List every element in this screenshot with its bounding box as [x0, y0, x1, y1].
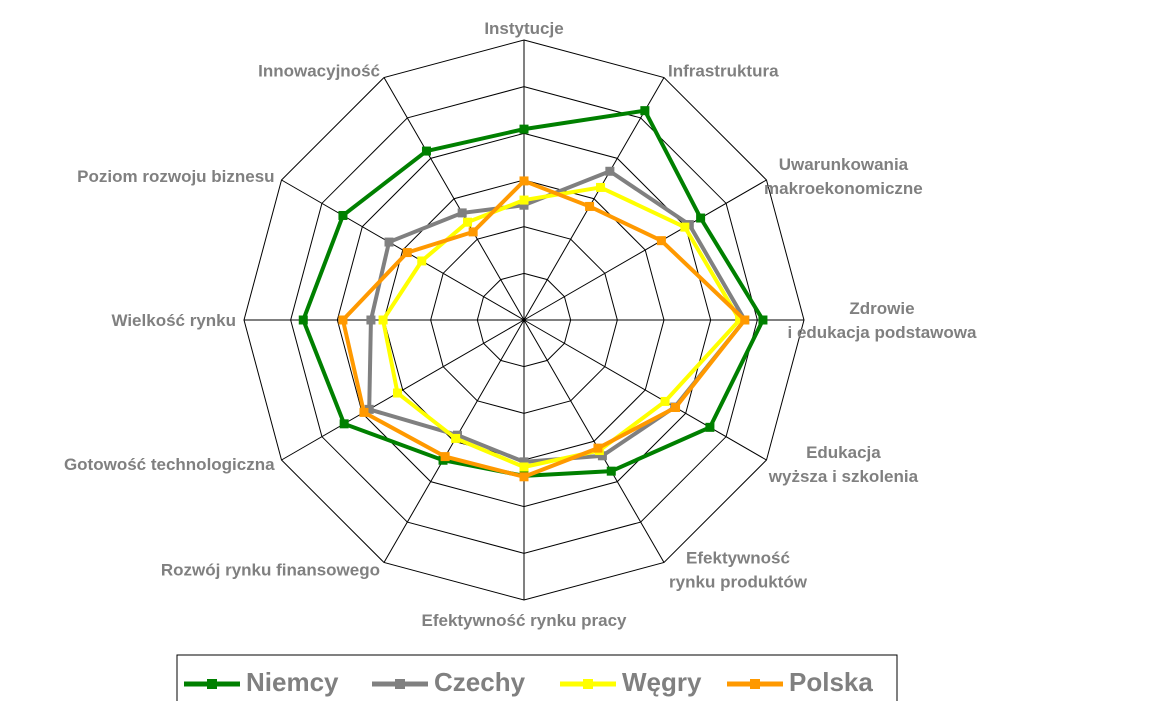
point-marker	[519, 200, 529, 210]
point-marker	[596, 182, 606, 192]
category-label: Innowacyjność	[258, 62, 380, 81]
category-label: Zdrowie i edukacja podstawowa	[788, 299, 977, 342]
point-marker	[451, 433, 461, 443]
category-label: Edukacja wyższa i szkolenia	[768, 443, 919, 486]
point-marker	[740, 315, 750, 325]
point-marker	[758, 315, 768, 325]
point-marker	[463, 217, 473, 227]
point-marker	[339, 419, 349, 429]
legend-box	[176, 654, 898, 701]
point-marker	[519, 462, 529, 472]
point-marker	[640, 106, 650, 116]
category-label: Efektywność rynku pracy	[421, 611, 627, 630]
point-marker	[660, 396, 670, 406]
point-marker	[519, 176, 529, 186]
legend-marker	[583, 679, 593, 689]
point-marker	[519, 124, 529, 134]
legend-marker	[750, 679, 760, 689]
point-marker	[440, 452, 450, 462]
legend-label: Niemcy	[246, 667, 339, 697]
point-marker	[606, 466, 616, 476]
point-marker	[735, 315, 745, 325]
category-label: Wielkość rynku	[111, 311, 236, 330]
point-marker	[366, 315, 376, 325]
point-marker	[338, 315, 348, 325]
legend-label: Czechy	[434, 667, 526, 697]
axis-spoke	[523, 179, 767, 321]
category-label: Efektywność rynku produktów	[669, 548, 808, 591]
category-label: Rozwój rynku finansowego	[161, 560, 380, 579]
series-line	[301, 108, 766, 478]
point-marker	[417, 256, 427, 266]
axis-spoke	[383, 77, 525, 321]
legend-marker	[395, 679, 405, 689]
point-marker	[597, 451, 607, 461]
point-marker	[671, 403, 681, 412]
point-marker	[696, 213, 706, 223]
point-marker	[384, 237, 394, 247]
point-marker	[519, 472, 529, 482]
point-marker	[705, 422, 715, 432]
point-marker	[378, 315, 388, 325]
point-marker	[593, 443, 603, 453]
point-marker	[605, 166, 615, 176]
series-line	[367, 169, 748, 464]
point-marker	[421, 146, 431, 156]
point-marker	[359, 407, 369, 417]
point-marker	[402, 248, 412, 258]
point-marker	[656, 236, 666, 246]
category-label: Poziom rozwoju biznesu	[77, 167, 274, 186]
category-label: Uwarunkowania makroekonomiczne	[764, 155, 923, 198]
category-label: Instytucje	[484, 19, 563, 38]
legend-marker	[207, 679, 217, 689]
axis-spoke	[523, 77, 665, 321]
point-marker	[457, 208, 467, 218]
point-marker	[680, 222, 690, 232]
point-marker	[585, 201, 595, 211]
category-label: Infrastruktura	[668, 62, 779, 81]
point-marker	[338, 210, 348, 220]
category-label: Gotowość technologiczna	[64, 455, 275, 474]
point-marker	[519, 195, 529, 205]
legend-label: Polska	[789, 667, 873, 697]
point-marker	[468, 227, 478, 237]
point-marker	[364, 404, 374, 414]
legend-label: Węgry	[622, 667, 702, 697]
axis-spoke	[281, 319, 525, 461]
axis-spoke	[523, 319, 767, 461]
point-marker	[519, 457, 529, 467]
point-marker	[393, 388, 403, 398]
axis-spoke	[523, 319, 665, 563]
point-marker	[298, 315, 308, 325]
